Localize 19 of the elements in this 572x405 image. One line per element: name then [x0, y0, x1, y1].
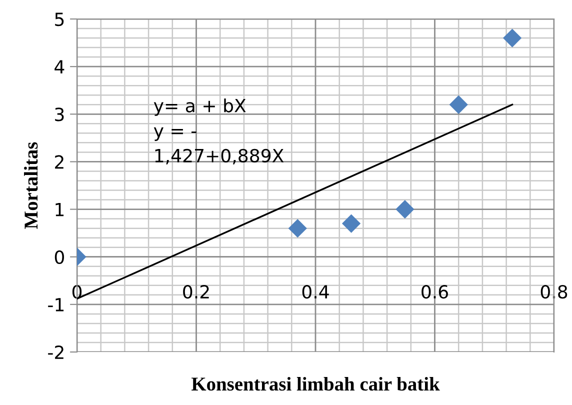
y-tick-label: 1 [56, 202, 64, 216]
y-tick-label: 5 [55, 12, 64, 26]
point [502, 28, 522, 48]
y-tick-label: -2 [48, 345, 64, 359]
point [449, 95, 468, 114]
x-tick-label: 0.2 [183, 284, 209, 299]
y-tick-label: 0 [54, 250, 64, 264]
x-axis-title: Konsentrasi limbah cair batik [191, 376, 440, 391]
annotation: y= a + bX y = - 1,427+0,889X [154, 98, 284, 164]
x-tick-label: 0.6 [422, 284, 448, 299]
x-tick-label: 0.8 [540, 284, 568, 299]
y-tick-label: 3 [55, 108, 64, 122]
point [396, 200, 414, 219]
y-tick-label: 4 [54, 60, 64, 74]
y-tick-label: 2 [55, 155, 64, 169]
y-tick-label: -1 [48, 298, 64, 312]
y-axis-title: Mortalitas [24, 142, 38, 229]
x-tick-label: 0.4 [302, 284, 329, 299]
point [342, 214, 361, 233]
